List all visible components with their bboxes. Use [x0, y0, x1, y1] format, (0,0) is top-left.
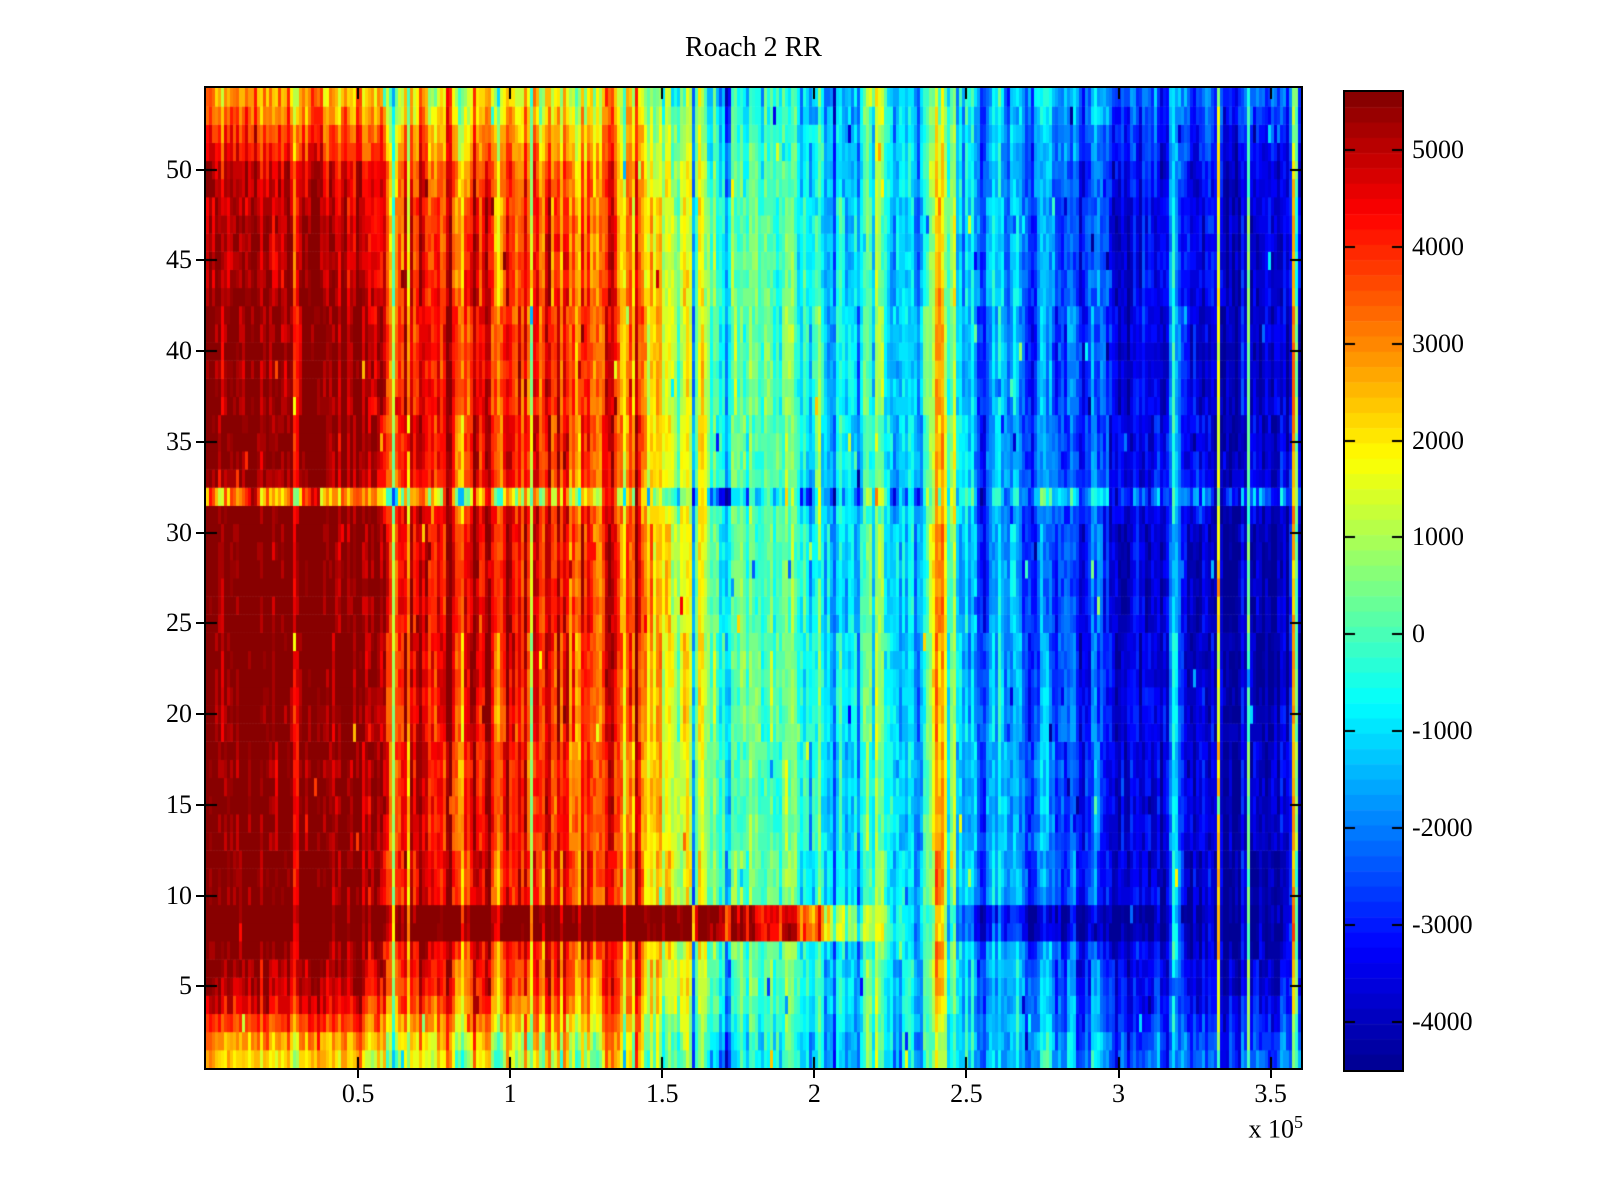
x-tick-label: 3 — [1112, 1079, 1125, 1108]
colorbar-tick-label: -3000 — [1412, 909, 1473, 939]
colorbar-tick-label: 2000 — [1412, 425, 1464, 455]
x-tick-label: 0.5 — [341, 1079, 375, 1108]
x-tick-label: 3.5 — [1254, 1079, 1287, 1108]
colorbar — [1343, 90, 1404, 1072]
x-tick-mark — [1270, 1070, 1272, 1078]
x-tick-mark — [1118, 1070, 1120, 1078]
y-tick-label: 40 — [166, 336, 192, 366]
x-axis-exponent: x 105 — [1140, 1112, 1304, 1145]
y-tick-label: 25 — [166, 608, 192, 638]
colorbar-tick-label: -2000 — [1412, 812, 1473, 842]
colorbar-tick-label: 5000 — [1412, 135, 1464, 165]
colorbar-tick-label: 0 — [1412, 619, 1425, 649]
x-tick-label: 1.5 — [646, 1079, 679, 1108]
y-tick-mark — [196, 259, 204, 261]
y-tick-mark — [196, 441, 204, 443]
x-tick-mark — [965, 1070, 967, 1078]
y-tick-mark — [196, 169, 204, 171]
colorbar-tick-label: -4000 — [1412, 1006, 1473, 1036]
y-tick-label: 35 — [166, 426, 192, 456]
chart-title: Roach 2 RR — [685, 32, 822, 63]
y-tick-mark — [196, 895, 204, 897]
y-tick-mark — [196, 804, 204, 806]
y-tick-mark — [196, 985, 204, 987]
colorbar-tick-label: 1000 — [1412, 522, 1464, 552]
y-tick-label: 5 — [179, 971, 192, 1001]
x-tick-mark — [357, 1070, 359, 1078]
y-tick-label: 20 — [166, 699, 192, 729]
x-tick-label: 2 — [807, 1079, 821, 1108]
x-tick-mark — [509, 1070, 511, 1078]
colorbar-tick-label: 3000 — [1412, 328, 1464, 358]
y-tick-mark — [196, 532, 204, 534]
y-tick-label: 50 — [166, 154, 192, 184]
x-tick-mark — [661, 1070, 663, 1078]
plot-area — [204, 86, 1303, 1070]
colorbar-canvas — [1345, 92, 1402, 1070]
x-axis-multiplier-exponent: 5 — [1294, 1112, 1303, 1132]
y-tick-label: 30 — [166, 517, 192, 547]
heatmap-canvas — [206, 88, 1301, 1068]
x-tick-label: 1 — [503, 1079, 517, 1108]
x-tick-label: 2.5 — [950, 1079, 983, 1108]
y-tick-mark — [196, 622, 204, 624]
y-tick-mark — [196, 350, 204, 352]
y-tick-label: 15 — [166, 789, 192, 819]
colorbar-tick-label: -1000 — [1412, 716, 1473, 746]
y-tick-label: 10 — [166, 880, 192, 910]
y-tick-label: 45 — [166, 245, 192, 275]
y-tick-mark — [196, 713, 204, 715]
colorbar-tick-label: 4000 — [1412, 231, 1464, 261]
x-axis-multiplier-text: x 10 — [1248, 1114, 1295, 1144]
x-tick-mark — [813, 1070, 815, 1078]
